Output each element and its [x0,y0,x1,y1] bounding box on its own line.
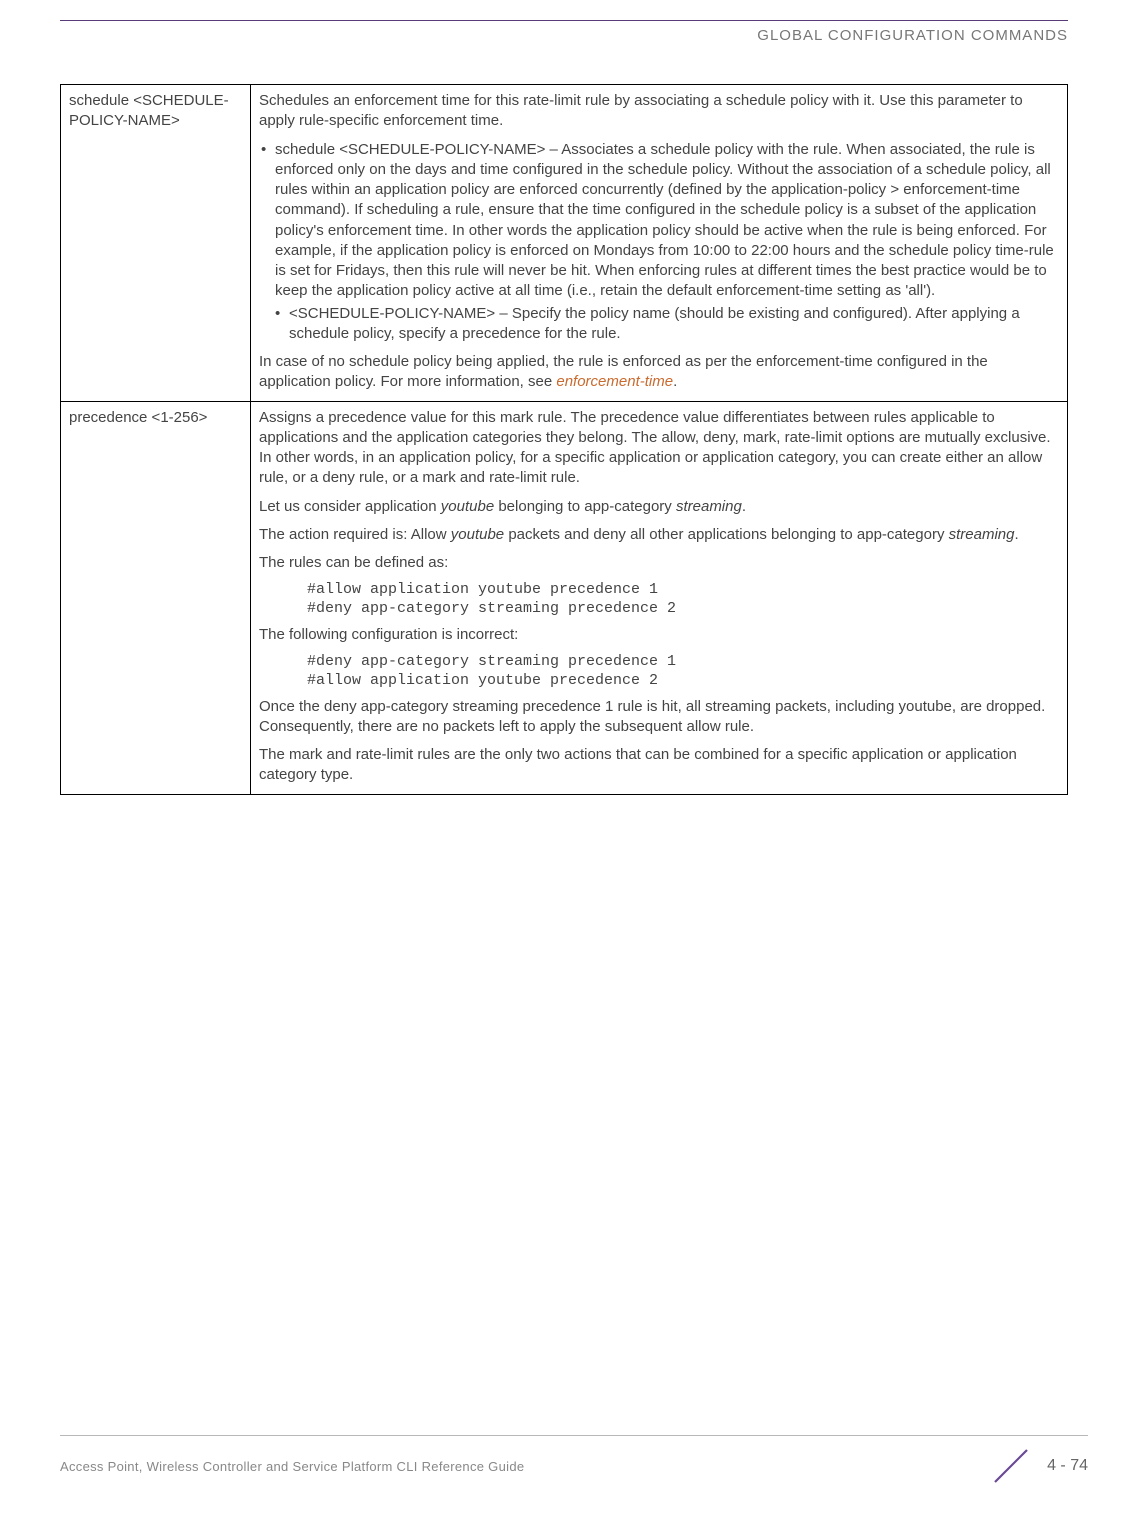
italic: youtube [451,526,504,543]
list-item: schedule <SCHEDULE-POLICY-NAME> – Associ… [259,140,1059,345]
text: . [673,373,677,390]
text: . [742,498,746,515]
para: The following configuration is incorrect… [259,625,1059,645]
page: GLOBAL CONFIGURATION COMMANDS schedule <… [0,0,1128,1516]
footer-slash-icon [989,1444,1033,1488]
para: The rules can be defined as: [259,553,1059,573]
text: . [1014,526,1018,543]
footer-right: 4 - 74 [989,1444,1088,1488]
link-enforcement-time[interactable]: enforcement-time [556,373,673,390]
code-block: #allow application youtube precedence 1 … [307,581,1059,619]
header-rule [60,20,1068,21]
italic: youtube [441,498,494,515]
italic: streaming [676,498,742,515]
table-row: precedence <1-256> Assigns a precedence … [61,401,1068,794]
list-item: <SCHEDULE-POLICY-NAME> – Specify the pol… [275,304,1059,345]
italic: streaming [949,526,1015,543]
cell-param: precedence <1-256> [61,401,251,794]
para: Schedules an enforcement time for this r… [259,91,1059,132]
cell-desc: Schedules an enforcement time for this r… [251,85,1068,402]
para: The mark and rate-limit rules are the on… [259,745,1059,786]
config-table: schedule <SCHEDULE-POLICY-NAME> Schedule… [60,84,1068,795]
para: Assigns a precedence value for this mark… [259,408,1059,489]
table-row: schedule <SCHEDULE-POLICY-NAME> Schedule… [61,85,1068,402]
header-section-label: GLOBAL CONFIGURATION COMMANDS [60,27,1068,44]
bullet-text: schedule <SCHEDULE-POLICY-NAME> – Associ… [275,141,1054,300]
code-block: #deny app-category streaming precedence … [307,653,1059,691]
para: The action required is: Allow youtube pa… [259,525,1059,545]
text: The action required is: Allow [259,526,451,543]
para: In case of no schedule policy being appl… [259,352,1059,393]
footer-guide-title: Access Point, Wireless Controller and Se… [60,1459,524,1474]
cell-param: schedule <SCHEDULE-POLICY-NAME> [61,85,251,402]
para: Once the deny app-category streaming pre… [259,697,1059,738]
text: belonging to app-category [494,498,676,515]
footer: Access Point, Wireless Controller and Se… [60,1435,1088,1488]
cell-desc: Assigns a precedence value for this mark… [251,401,1068,794]
text: packets and deny all other applications … [504,526,948,543]
bullet-list: schedule <SCHEDULE-POLICY-NAME> – Associ… [259,140,1059,345]
sub-list: <SCHEDULE-POLICY-NAME> – Specify the pol… [275,304,1059,345]
para: Let us consider application youtube belo… [259,497,1059,517]
text: Let us consider application [259,498,441,515]
footer-page-number: 4 - 74 [1047,1457,1088,1475]
